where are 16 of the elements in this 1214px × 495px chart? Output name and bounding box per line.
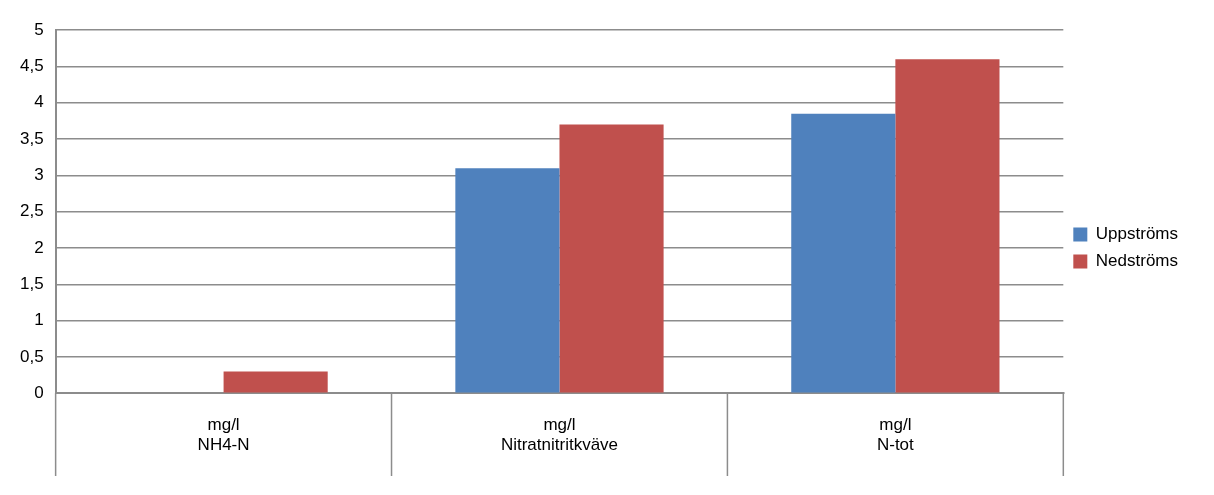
y-tick-label: 2 [34, 237, 44, 257]
x-tick-label: mg/l Nitratnitritkväve [500, 415, 619, 455]
x-tick-label: mg/l N-tot [876, 415, 915, 455]
y-tick-label: 3 [34, 165, 44, 185]
y-tick-label: 1,5 [19, 273, 44, 293]
y-tick-label: 4,5 [19, 56, 44, 76]
y-tick-label: 2,5 [19, 201, 44, 221]
y-tick-label: 0,5 [19, 346, 44, 366]
y-tick-label: 4 [34, 92, 44, 112]
y-tick-label: 0 [34, 382, 44, 402]
legend-label: Nedströms [1095, 251, 1178, 271]
y-tick-label: 1 [34, 310, 44, 330]
y-tick-label: 5 [34, 19, 44, 39]
y-tick-label: 3,5 [19, 128, 44, 148]
x-tick-label: mg/l NH4-N [197, 415, 250, 455]
legend-label: Uppströms [1095, 224, 1178, 244]
